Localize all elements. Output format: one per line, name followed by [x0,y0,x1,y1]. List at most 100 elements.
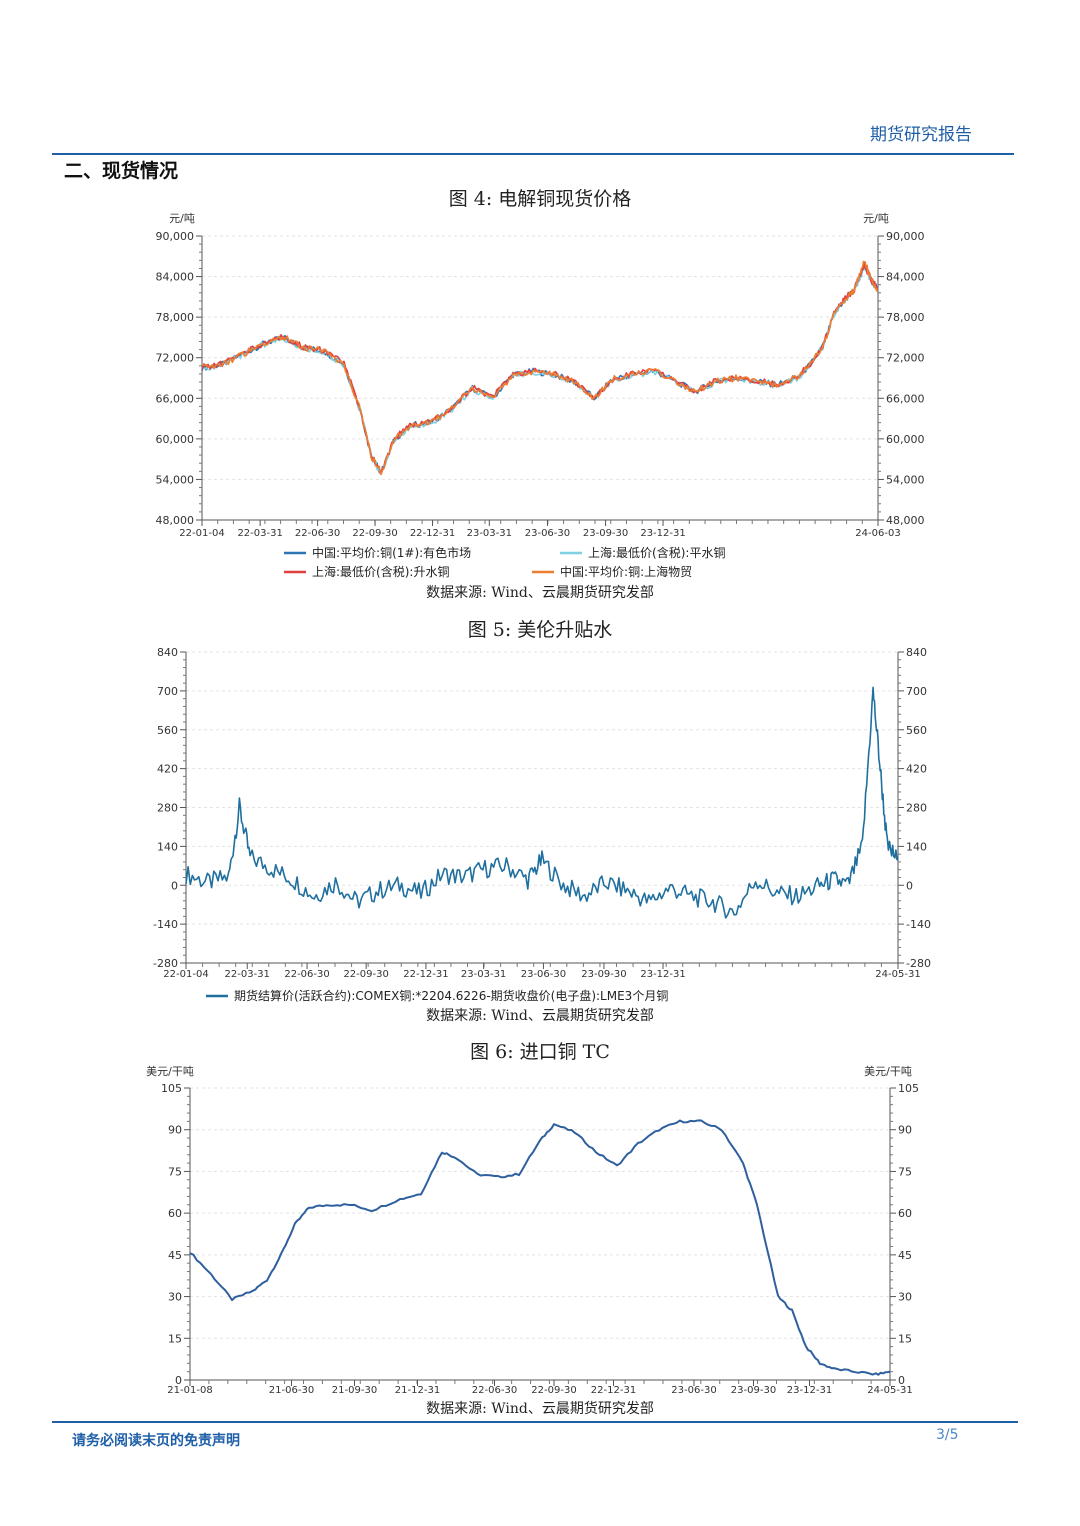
figure-5-source: 数据来源: Wind、云晨期货研究发部 [426,1008,654,1024]
y-tick-label-left: 105 [161,1082,182,1095]
y-tick-label-left: 66,000 [156,392,195,405]
disclaimer-link[interactable]: 请务必阅读末页的免责声明 [72,1433,240,1449]
x-tick-label: 22-12-31 [403,969,448,980]
legend-label: 中国:平均价:铜(1#):有色市场 [312,545,471,560]
unit-label-left: 美元/干吨 [146,1065,194,1078]
y-tick-label-right: 105 [898,1082,919,1095]
section-title: 二、现货情况 [64,160,179,182]
y-tick-label-left: 700 [157,685,178,698]
y-tick-label-right: -140 [906,918,931,931]
series-line-0 [185,686,899,919]
y-tick-label-left: 560 [157,724,178,737]
x-tick-label: 21-01-08 [167,1385,212,1396]
y-tick-label-left: 30 [168,1291,182,1304]
y-tick-label-left: 420 [157,763,178,776]
x-tick-label: 21-06-30 [269,1385,314,1396]
legend-label: 上海:最低价(含税):升水铜 [312,564,449,579]
x-tick-label: 22-06-30 [295,528,340,539]
x-tick-label: 21-12-31 [395,1385,440,1396]
y-tick-label-right: 45 [898,1249,912,1262]
legend-label: 中国:平均价:铜:上海物贸 [560,564,692,579]
y-tick-label-right: 0 [898,1374,905,1387]
series-line-3 [201,260,879,476]
y-tick-label-right: 15 [898,1332,912,1345]
x-tick-label: 23-03-31 [461,969,506,980]
y-tick-label-left: 60,000 [156,433,195,446]
figure-4-title: 图 4: 电解铜现货价格 [448,188,632,210]
x-tick-label: 22-01-04 [179,528,224,539]
figure-4-chart: 48,000 48,000 54,000 54,000 60,000 60,000 66,0… [0,208,1080,584]
y-tick-label-right: 48,000 [886,514,925,527]
x-tick-label: 22-12-31 [410,528,455,539]
y-tick-label-left: -280 [153,957,178,970]
figure-5-chart: -280 -280 -140 -140 0 0 140 140 280 280 420 420 560 5… [0,640,1080,1008]
y-tick-label-right: 90 [898,1124,912,1137]
y-tick-label-left: 60 [168,1207,182,1220]
series-line-0 [189,1119,891,1376]
y-tick-label-left: 0 [175,1374,182,1387]
y-tick-label-left: 0 [171,879,178,892]
figure-6-chart: 0 0 15 15 30 30 45 45 60 60 75 75 90 90 105 105 21-01-08… [0,1060,1080,1404]
legend-label: 期货结算价(活跃合约):COMEX铜:*2204.6226-期货收盘价(电子盘)… [234,988,668,1003]
y-tick-label-left: 15 [168,1332,182,1345]
y-tick-label-right: 78,000 [886,311,925,324]
y-tick-label-left: 90,000 [156,230,195,243]
y-tick-label-right: 75 [898,1165,912,1178]
x-tick-label: 22-09-30 [343,969,388,980]
y-tick-label-left: 140 [157,840,178,853]
y-tick-label-right: -280 [906,957,931,970]
unit-label-left: 元/吨 [169,212,195,225]
y-tick-label-right: 280 [906,802,927,815]
y-tick-label-left: 48,000 [156,514,195,527]
x-tick-label: 22-09-30 [352,528,397,539]
unit-label-right: 元/吨 [863,212,889,225]
x-tick-label: 22-09-30 [531,1385,576,1396]
x-tick-label: 22-12-31 [591,1385,636,1396]
x-tick-label: 22-06-30 [472,1385,517,1396]
page-number: 3/5 [936,1427,959,1443]
x-tick-label: 24-06-03 [855,528,900,539]
y-tick-label-right: 840 [906,646,927,659]
y-tick-label-right: 90,000 [886,230,925,243]
x-tick-label: 23-12-31 [787,1385,832,1396]
y-tick-label-left: 84,000 [156,271,195,284]
y-tick-label-right: 0 [906,879,913,892]
y-tick-label-right: 60 [898,1207,912,1220]
x-tick-label: 22-03-31 [237,528,282,539]
x-tick-label: 24-05-31 [875,969,920,980]
legend-label: 上海:最低价(含税):平水铜 [588,545,725,560]
series-line-0 [201,262,879,475]
unit-label-right: 美元/干吨 [864,1065,912,1078]
x-tick-label: 23-09-30 [583,528,628,539]
y-tick-label-left: 280 [157,802,178,815]
y-tick-label-left: 78,000 [156,311,195,324]
report-type-label: 期货研究报告 [870,125,972,145]
y-tick-label-left: 54,000 [156,473,195,486]
x-tick-label: 23-03-31 [467,528,512,539]
x-tick-label: 23-06-30 [671,1385,716,1396]
y-tick-label-right: 700 [906,685,927,698]
y-tick-label-right: 560 [906,724,927,737]
y-tick-label-left: -140 [153,918,178,931]
y-tick-label-right: 72,000 [886,352,925,365]
y-tick-label-right: 140 [906,840,927,853]
y-tick-label-right: 30 [898,1291,912,1304]
y-tick-label-left: 72,000 [156,352,195,365]
x-tick-label: 23-12-31 [640,528,685,539]
y-tick-label-left: 75 [168,1165,182,1178]
y-tick-label-right: 84,000 [886,271,925,284]
x-tick-label: 23-06-30 [521,969,566,980]
x-tick-label: 21-09-30 [332,1385,377,1396]
y-tick-label-right: 420 [906,763,927,776]
figure-6-source: 数据来源: Wind、云晨期货研究发部 [426,1401,654,1417]
figure-6-title: 图 6: 进口铜 TC [470,1041,610,1063]
header-divider [52,153,1014,155]
y-tick-label-left: 90 [168,1124,182,1137]
y-tick-label-right: 66,000 [886,392,925,405]
series-line-2 [201,262,879,474]
x-tick-label: 23-09-30 [731,1385,776,1396]
x-tick-label: 22-06-30 [284,969,329,980]
footer-divider [52,1421,1018,1423]
x-tick-label: 23-06-30 [525,528,570,539]
figure-5-title: 图 5: 美伦升贴水 [467,619,613,641]
